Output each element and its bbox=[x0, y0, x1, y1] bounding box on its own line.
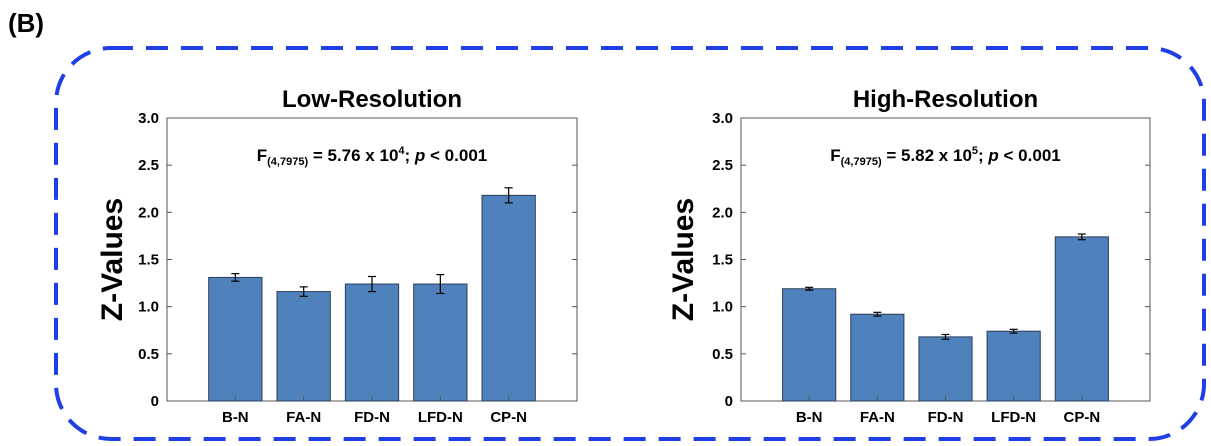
bar-lfd-n bbox=[986, 330, 1041, 402]
chart-title: High-Resolution bbox=[853, 86, 1038, 113]
y-tick-label: 2.0 bbox=[138, 204, 159, 221]
bar-lfd-n bbox=[413, 283, 468, 402]
x-tick-label: FD-N bbox=[354, 409, 390, 426]
stat-annotation: F(4,7975) = 5.76 x 104; p < 0.001 bbox=[257, 145, 487, 168]
dashed-border bbox=[54, 46, 1206, 441]
bar-cp-n bbox=[481, 194, 536, 402]
bar-fa-n bbox=[850, 313, 905, 402]
y-tick-label: 1.5 bbox=[138, 252, 159, 269]
stat-annotation: F(4,7975) = 5.82 x 105; p < 0.001 bbox=[830, 145, 1060, 168]
y-tick-label: 3.0 bbox=[138, 110, 159, 127]
y-tick-label: 0 bbox=[151, 393, 159, 410]
x-tick-label: FD-N bbox=[928, 409, 964, 426]
chart-title: Low-Resolution bbox=[282, 86, 462, 113]
x-tick-label: LFD-N bbox=[991, 409, 1036, 426]
panel-label: (B) bbox=[8, 8, 45, 38]
y-tick-label: 2.5 bbox=[138, 157, 159, 174]
x-tick-label: CP-N bbox=[490, 409, 527, 426]
y-tick-label: 1.0 bbox=[712, 299, 733, 316]
x-tick-label: B-N bbox=[222, 409, 249, 426]
bar-b-n bbox=[782, 288, 837, 402]
y-tick-label: 0 bbox=[725, 393, 733, 410]
x-tick-label: CP-N bbox=[1063, 409, 1100, 426]
bar-b-n bbox=[208, 276, 263, 402]
x-tick-label: LFD-N bbox=[418, 409, 463, 426]
y-axis-label: Z-Values bbox=[667, 198, 700, 321]
y-tick-label: 2.0 bbox=[712, 204, 733, 221]
y-tick-label: 0.5 bbox=[712, 346, 733, 363]
x-tick-label: FA-N bbox=[860, 409, 895, 426]
y-tick-label: 3.0 bbox=[712, 110, 733, 127]
y-tick-label: 2.5 bbox=[712, 157, 733, 174]
bar-fd-n bbox=[918, 336, 973, 402]
bar-fa-n bbox=[276, 291, 331, 402]
chart-high-resolution: 0 0.5 1.0 1.5 2.0 2.5 3.0 B-N FA-N FD-N LFD-N CP-N H… bbox=[667, 86, 1151, 426]
x-tick-label: B-N bbox=[796, 409, 823, 426]
y-tick-label: 1.0 bbox=[138, 299, 159, 316]
bar-fd-n bbox=[344, 283, 400, 402]
y-axis-label: Z-Values bbox=[96, 198, 129, 321]
chart-low-resolution: 0 0.5 1.0 1.5 2.0 2.5 3.0 B-N FA-N FD-N LFD-N CP-N L… bbox=[96, 86, 578, 426]
x-tick-label: FA-N bbox=[286, 409, 321, 426]
y-tick-label: 1.5 bbox=[712, 252, 733, 269]
bar-cp-n bbox=[1054, 236, 1109, 402]
y-tick-label: 0.5 bbox=[138, 346, 159, 363]
